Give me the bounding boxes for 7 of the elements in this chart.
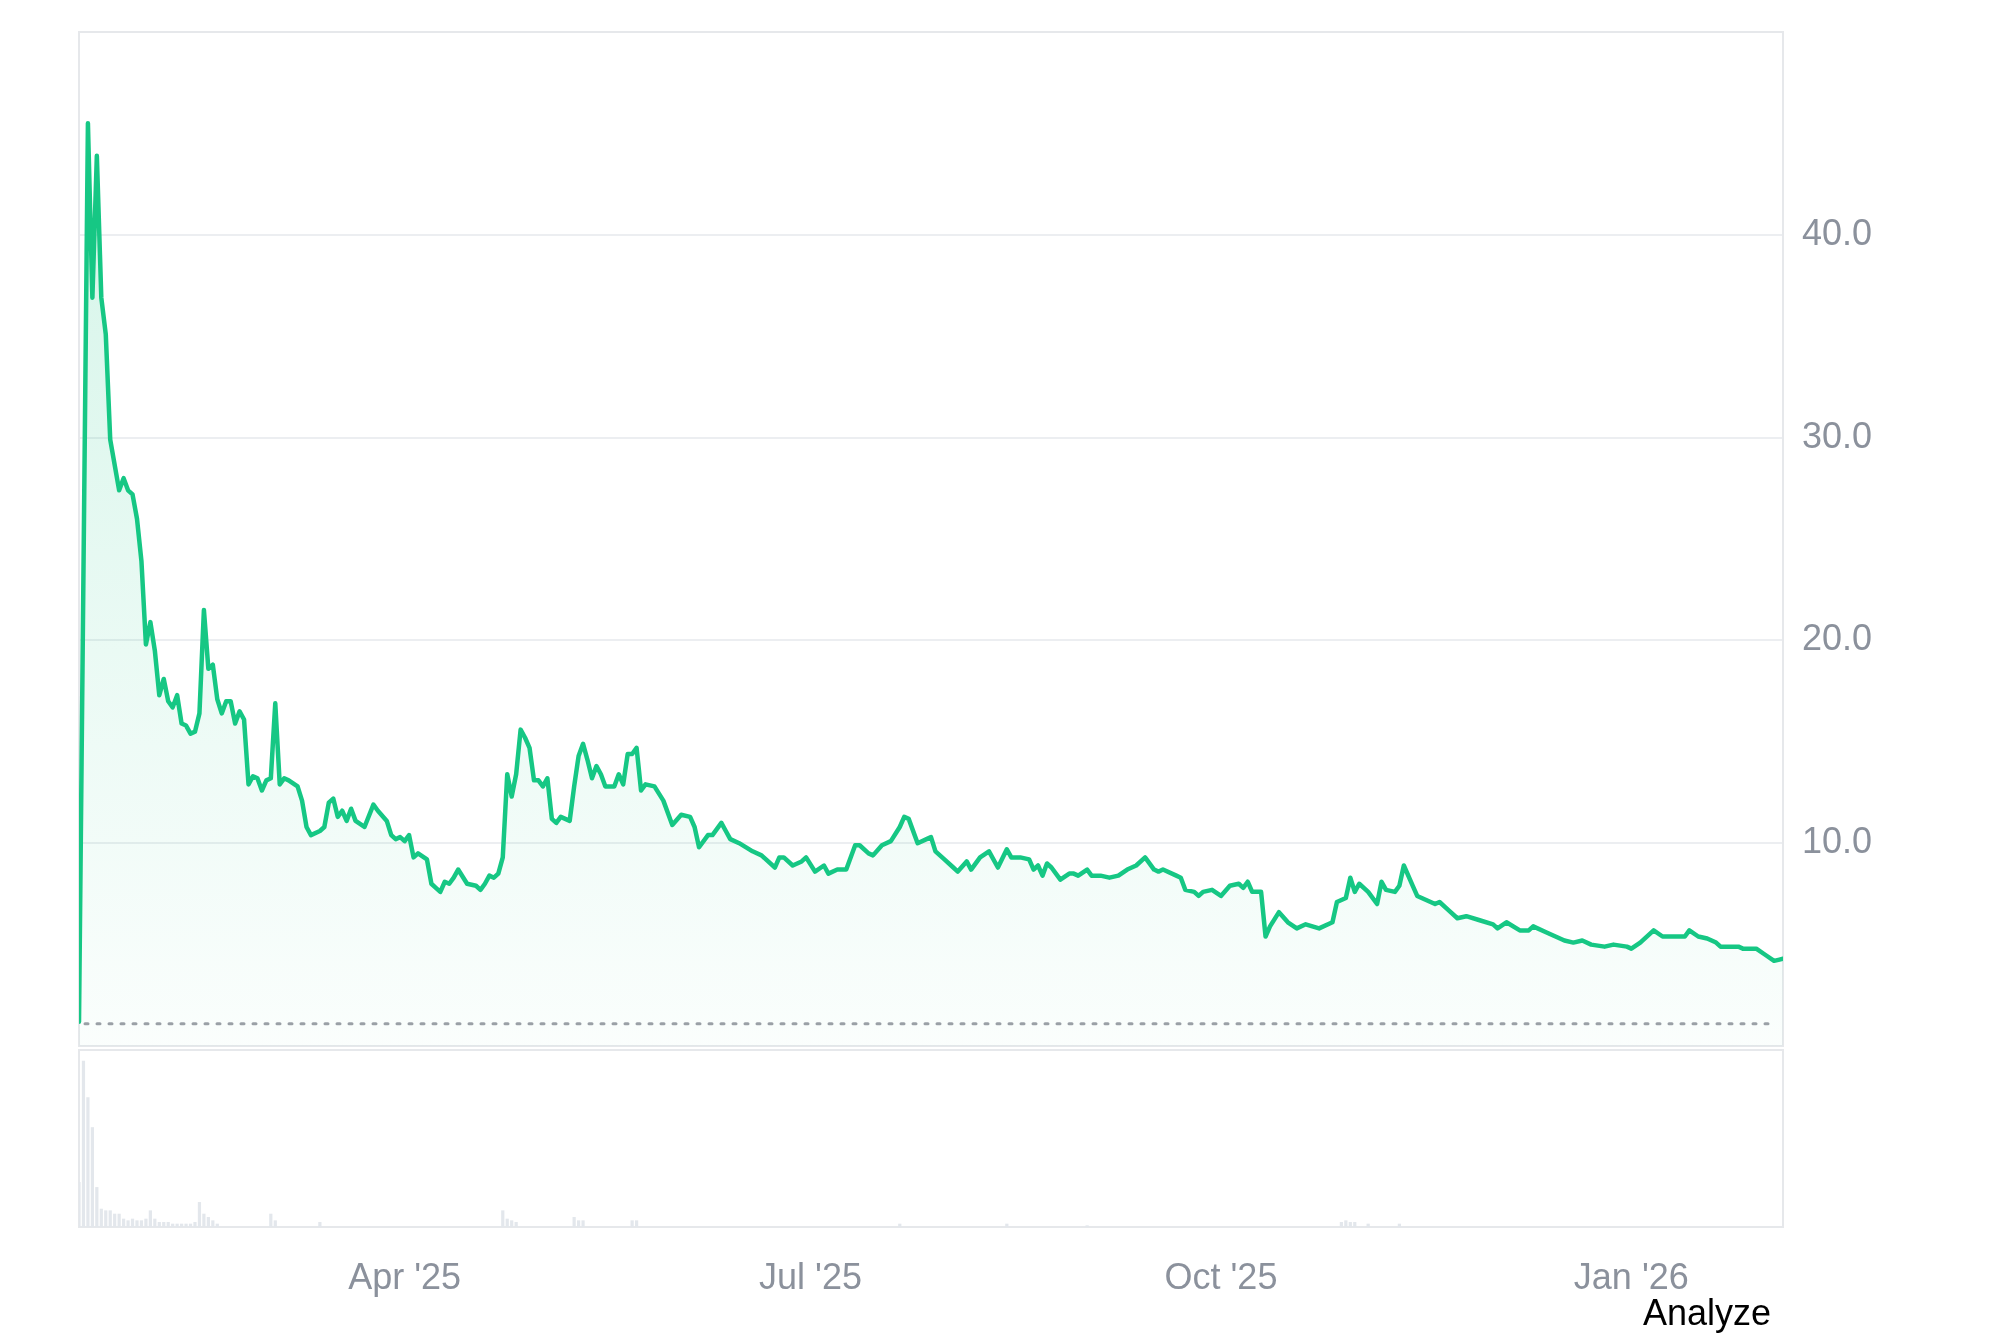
y-tick-label: 30.0 xyxy=(1802,414,1873,456)
y-tick-label: 20.0 xyxy=(1802,617,1873,659)
x-tick-label: Oct '25 xyxy=(1164,1255,1278,1297)
x-tick-label: Apr '25 xyxy=(348,1255,462,1297)
y-tick-label: 10.0 xyxy=(1802,820,1873,862)
y-tick-label: 40.0 xyxy=(1802,211,1873,253)
x-tick-label: Jul '25 xyxy=(759,1255,863,1297)
